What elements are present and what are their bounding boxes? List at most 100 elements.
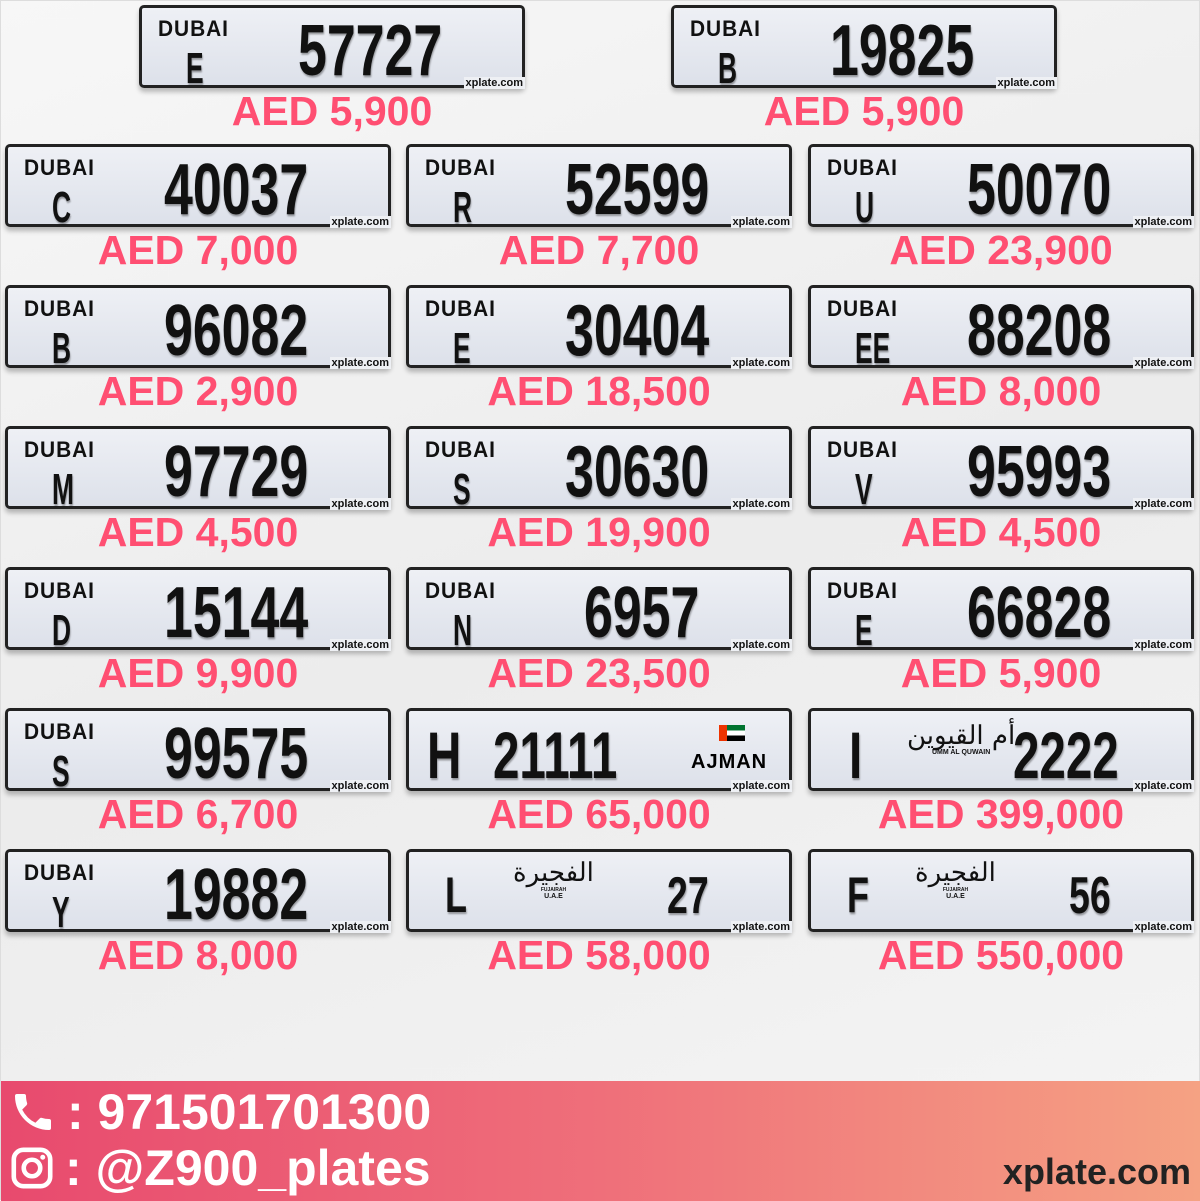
plate-number: 99575 bbox=[164, 714, 309, 794]
plate-number: 52599 bbox=[565, 150, 710, 230]
watermark: xplate.com bbox=[329, 498, 391, 510]
plate-number: 30404 bbox=[565, 291, 710, 371]
plate-number: 96082 bbox=[164, 291, 309, 371]
number-plate[interactable]: DUBAI S 30630 xplate.com bbox=[406, 426, 792, 514]
watermark: xplate.com bbox=[730, 216, 792, 228]
watermark: xplate.com bbox=[995, 77, 1057, 89]
phone-number[interactable]: : 971501701300 bbox=[67, 1084, 432, 1140]
emirate-arabic-name: الفجيرة bbox=[915, 858, 996, 888]
number-plate[interactable]: DUBAI EE 88208 xplate.com bbox=[808, 285, 1194, 373]
number-plate[interactable]: DUBAI S 99575 xplate.com bbox=[5, 708, 391, 796]
watermark: xplate.com bbox=[329, 216, 391, 228]
emirate-logo: DUBAI bbox=[24, 860, 95, 885]
contact-footer: : 971501701300 : @Z900_plates xplate.com bbox=[1, 1081, 1200, 1201]
plate-code: D bbox=[52, 606, 72, 655]
number-plate[interactable]: F الفجيرة FUJAIRAH U.A.E 56 xplate.com bbox=[808, 849, 1194, 933]
number-plate[interactable]: DUBAI B 96082 xplate.com bbox=[5, 285, 391, 373]
number-plate[interactable]: DUBAI V 95993 xplate.com bbox=[808, 426, 1194, 514]
watermark: xplate.com bbox=[1132, 639, 1194, 651]
number-plate[interactable]: DUBAI D 15144 xplate.com bbox=[5, 567, 391, 655]
number-plate[interactable]: DUBAI N 6957 xplate.com bbox=[406, 567, 792, 655]
phone-line: : 971501701300 bbox=[9, 1083, 431, 1141]
plate-code: I bbox=[849, 718, 863, 792]
emirate-logo: DUBAI bbox=[827, 578, 898, 603]
number-plate[interactable]: DUBAI C 40037 xplate.com bbox=[5, 144, 391, 232]
plate-code: Y bbox=[52, 888, 70, 937]
plate-code: F bbox=[847, 867, 869, 923]
plate-code: E bbox=[855, 606, 873, 655]
number-plate[interactable]: DUBAI E 57727 xplate.com bbox=[139, 5, 525, 93]
plate-code: S bbox=[52, 747, 70, 796]
emirate-logo: أم القيوين UMM AL QUWAIN bbox=[907, 723, 1015, 756]
plate-price: AED 23,500 bbox=[487, 650, 711, 696]
emirate-logo: DUBAI bbox=[690, 16, 761, 41]
emirate-logo: DUBAI bbox=[24, 155, 95, 180]
plate-code: H bbox=[427, 718, 462, 792]
emirate-name: UMM AL QUWAIN bbox=[931, 749, 991, 756]
plate-price: AED 4,500 bbox=[900, 509, 1102, 555]
plate-number: 56 bbox=[1069, 867, 1111, 925]
number-plate[interactable]: DUBAI B 19825 xplate.com bbox=[671, 5, 1057, 93]
plate-code: M bbox=[52, 465, 74, 514]
number-plate[interactable]: I أم القيوين UMM AL QUWAIN 2222 xplate.com bbox=[808, 708, 1194, 792]
plate-number: 6957 bbox=[584, 573, 700, 653]
plate-price: AED 7,000 bbox=[97, 227, 299, 273]
plate-code: EE bbox=[855, 324, 891, 373]
plate-price: AED 18,500 bbox=[487, 368, 711, 414]
watermark: xplate.com bbox=[730, 780, 792, 792]
site-logo: xplate.com bbox=[1002, 1151, 1191, 1192]
emirate-logo: DUBAI bbox=[158, 16, 229, 41]
plate-price: AED 5,900 bbox=[763, 88, 965, 134]
plate-price: AED 2,900 bbox=[97, 368, 299, 414]
plate-price: AED 19,900 bbox=[487, 509, 711, 555]
plate-code: U bbox=[855, 183, 875, 232]
emirate-logo: الفجيرة FUJAIRAH U.A.E bbox=[513, 860, 594, 900]
emirate-logo: DUBAI bbox=[425, 578, 496, 603]
plate-code: B bbox=[52, 324, 72, 373]
emirate-name: FUJAIRAH bbox=[540, 887, 567, 893]
instagram-handle[interactable]: : @Z900_plates bbox=[65, 1140, 431, 1196]
plate-number: 15144 bbox=[164, 573, 309, 653]
plate-price: AED 6,700 bbox=[97, 791, 299, 837]
plate-price: AED 23,900 bbox=[889, 227, 1113, 273]
emirate-arabic-name: الفجيرة bbox=[513, 858, 594, 888]
watermark: xplate.com bbox=[329, 921, 391, 933]
emirate-logo: الفجيرة FUJAIRAH U.A.E bbox=[915, 860, 996, 900]
emirate-logo: DUBAI bbox=[827, 296, 898, 321]
number-plate[interactable]: DUBAI R 52599 xplate.com bbox=[406, 144, 792, 232]
plate-number: 88208 bbox=[967, 291, 1112, 371]
emirate-logo: DUBAI bbox=[24, 296, 95, 321]
watermark: xplate.com bbox=[730, 639, 792, 651]
plate-number: 40037 bbox=[164, 150, 309, 230]
emirate-logo: DUBAI bbox=[24, 578, 95, 603]
plate-price: AED 9,900 bbox=[97, 650, 299, 696]
number-plate[interactable]: DUBAI Y 19882 xplate.com bbox=[5, 849, 391, 937]
watermark: xplate.com bbox=[1132, 216, 1194, 228]
country-name: U.A.E bbox=[544, 893, 563, 900]
plate-number: 66828 bbox=[967, 573, 1112, 653]
plate-code: N bbox=[453, 606, 473, 655]
emirate-logo: DUBAI bbox=[425, 437, 496, 462]
number-plate[interactable]: DUBAI M 97729 xplate.com bbox=[5, 426, 391, 514]
watermark: xplate.com bbox=[1132, 498, 1194, 510]
plate-code: R bbox=[453, 183, 473, 232]
emirate-logo: DUBAI bbox=[425, 296, 496, 321]
number-plate[interactable]: H 21111 AJMAN xplate.com bbox=[406, 708, 792, 792]
number-plate[interactable]: DUBAI U 50070 xplate.com bbox=[808, 144, 1194, 232]
plate-number: 19882 bbox=[164, 855, 309, 935]
plate-code: E bbox=[186, 44, 204, 93]
watermark: xplate.com bbox=[329, 639, 391, 651]
emirate-arabic-name: أم القيوين bbox=[907, 721, 1016, 751]
emirate-name: FUJAIRAH bbox=[942, 887, 969, 893]
plate-price: AED 5,900 bbox=[231, 88, 433, 134]
uae-flag-icon bbox=[719, 725, 745, 741]
number-plate[interactable]: DUBAI E 30404 xplate.com bbox=[406, 285, 792, 373]
number-plate[interactable]: L الفجيرة FUJAIRAH U.A.E 27 xplate.com bbox=[406, 849, 792, 933]
plate-number: 97729 bbox=[164, 432, 309, 512]
watermark: xplate.com bbox=[730, 921, 792, 933]
plate-price: AED 4,500 bbox=[97, 509, 299, 555]
number-plate[interactable]: DUBAI E 66828 xplate.com bbox=[808, 567, 1194, 655]
plate-price: AED 550,000 bbox=[877, 932, 1125, 978]
plate-price: AED 65,000 bbox=[487, 791, 711, 837]
plate-code: C bbox=[52, 183, 72, 232]
